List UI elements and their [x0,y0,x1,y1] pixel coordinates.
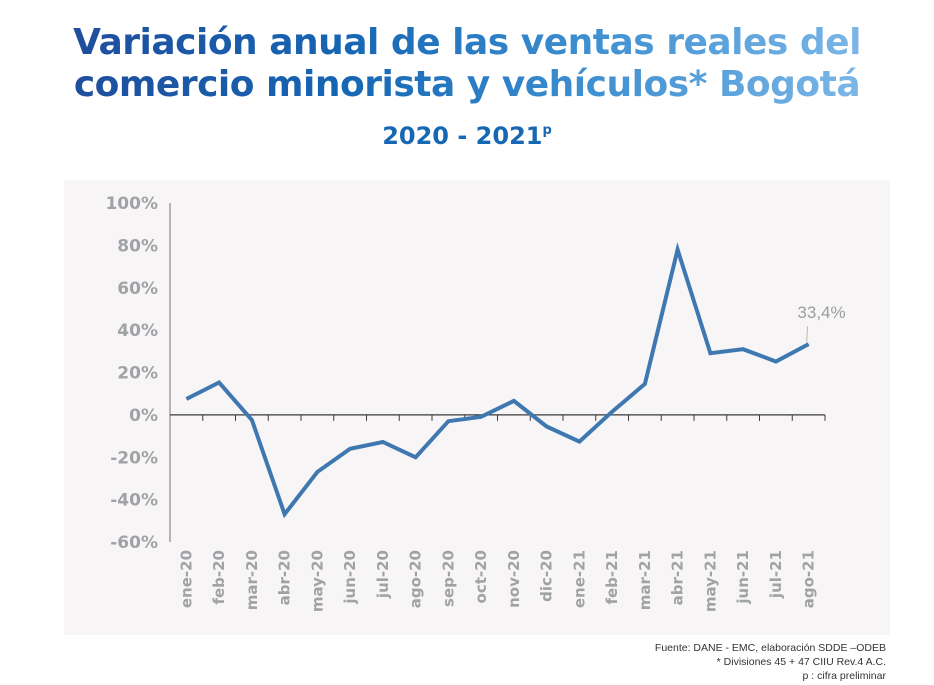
series-layer [185,242,810,519]
x-tick-label: ene-20 [177,550,195,608]
title-line-2: comercio minorista y vehículos* Bogotá [73,64,861,105]
chart-subtitle: 2020 - 2021p [0,122,934,150]
title-line-1: Variación anual de las ventas reales del [73,22,861,63]
x-tick-label: mar-20 [243,550,261,610]
x-tick-label: dic-20 [538,550,556,602]
subtitle-years: 2020 - 2021 [382,122,543,150]
x-tick-label: mar-21 [636,550,654,610]
y-tick-label: 60% [117,279,158,299]
data-label: 33,4% [797,303,845,322]
y-axis: 100% 80% 60% 40% 20% 0% -20% -40% -60% [105,194,171,553]
x-tick-label: nov-20 [505,550,523,608]
source-note: Fuente: DANE - EMC, elaboración SDDE –OD… [654,642,886,654]
y-tick-label: 100% [105,194,158,214]
x-tick-label: ago-21 [800,550,818,608]
x-tick-label: jun-20 [341,550,359,605]
y-tick-label: -40% [110,491,158,511]
x-tick-label: abr-21 [669,550,687,605]
x-tick-label: may-20 [308,550,326,612]
subtitle-preliminary-mark: p [542,123,552,138]
y-tick-label: 80% [117,236,158,256]
y-tick-label: -60% [110,533,158,553]
chart-title: Variación anual de las ventas reales del… [0,22,934,106]
x-axis: ene-20 feb-20 mar-20 abr-20 may-20 jun-20 jul-… [170,414,826,612]
y-tick-label: 40% [117,321,158,341]
annotation-leader [806,326,809,343]
x-tick-label: feb-20 [210,550,228,605]
plot-panel [64,180,890,635]
preliminary-note: p : cifra preliminar [802,670,886,682]
x-tick-label: jun-21 [734,550,752,605]
chart-footer: Fuente: DANE - EMC, elaboración SDDE –OD… [655,641,886,683]
x-tick-label: jul-21 [767,550,785,599]
x-tick-label: ene-21 [570,550,588,608]
x-tick-label: abr-20 [276,550,294,605]
x-tick-label: may-21 [701,550,719,612]
x-tick-label: sep-20 [439,550,457,607]
y-tick-label: 0% [129,406,158,426]
x-tick-label: ago-20 [407,550,425,608]
divisions-note: * Divisiones 45 + 47 CIIU Rev.4 A.C. [716,656,886,668]
annotation-layer: 33,4% [797,303,846,343]
y-tick-label: 20% [117,364,158,384]
x-tick-label: jul-20 [374,550,392,599]
x-tick-label: oct-20 [472,550,490,603]
series-line [185,242,810,519]
x-tick-label: feb-21 [603,550,621,605]
y-tick-label: -20% [110,448,158,468]
